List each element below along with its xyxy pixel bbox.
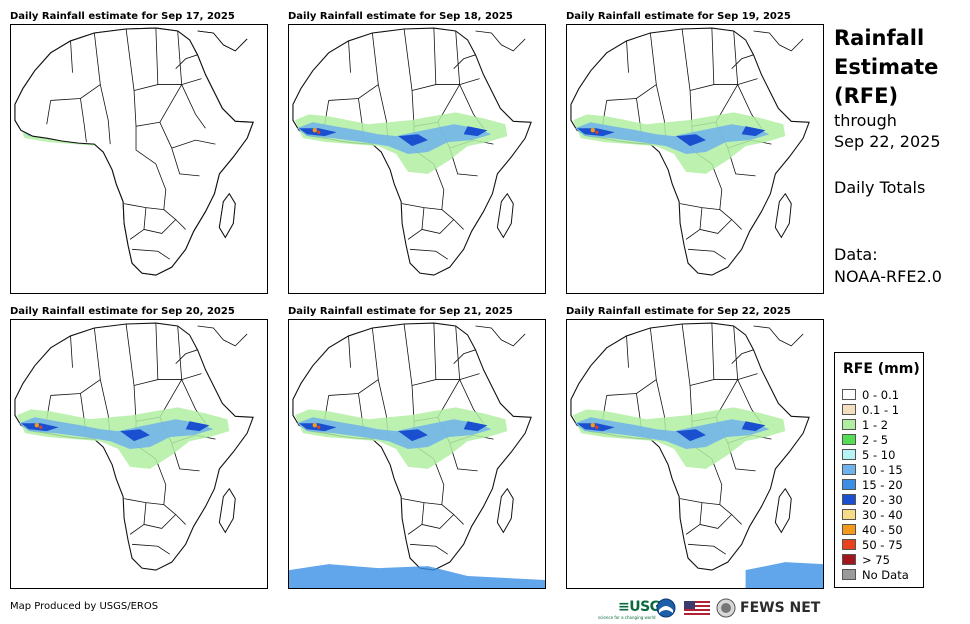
- map-credit: Map Produced by USGS/EROS: [10, 601, 159, 612]
- legend-label: No Data: [862, 568, 909, 582]
- legend-swatch: [842, 554, 856, 565]
- rainfall-map: [288, 319, 546, 589]
- legend-swatch: [842, 479, 856, 490]
- legend-item: 20 - 30: [842, 493, 909, 508]
- legend-item: 0.1 - 1: [842, 403, 909, 418]
- legend-swatch: [842, 404, 856, 415]
- us-flag-icon: [684, 601, 710, 617]
- rainfall-map: [10, 24, 268, 294]
- map-panel-sep-19: Daily Rainfall estimate for Sep 19, 2025: [566, 9, 824, 294]
- legend-item: 40 - 50: [842, 523, 909, 538]
- legend-item: 5 - 10: [842, 448, 909, 463]
- rainfall-map: [10, 319, 268, 589]
- legend-swatch: [842, 419, 856, 430]
- legend-item: > 75: [842, 553, 909, 568]
- legend-swatch: [842, 524, 856, 535]
- panel-title: Daily Rainfall estimate for Sep 22, 2025: [566, 306, 791, 317]
- map-panel-sep-17: Daily Rainfall estimate for Sep 17, 2025: [10, 9, 268, 294]
- legend-label: 2 - 5: [862, 433, 889, 447]
- map-panel-sep-21: Daily Rainfall estimate for Sep 21, 2025: [288, 304, 546, 589]
- legend-label: 5 - 10: [862, 448, 896, 462]
- legend-item: 1 - 2: [842, 418, 909, 433]
- legend-swatch: [842, 464, 856, 475]
- legend-item: 15 - 20: [842, 478, 909, 493]
- map-panel-sep-22: Daily Rainfall estimate for Sep 22, 2025: [566, 304, 824, 589]
- data-source: NOAA-RFE2.0: [834, 267, 942, 286]
- rainfall-map: [566, 319, 824, 589]
- rainfall-map: [566, 24, 824, 294]
- usgs-logo: ≡USGS science for a changing world: [598, 598, 671, 620]
- legend-item: 0 - 0.1: [842, 388, 909, 403]
- legend-label: 40 - 50: [862, 523, 903, 537]
- legend-label: 20 - 30: [862, 493, 903, 507]
- map-panel-sep-18: Daily Rainfall estimate for Sep 18, 2025: [288, 9, 546, 294]
- map-panel-sep-20: Daily Rainfall estimate for Sep 20, 2025: [10, 304, 268, 589]
- legend-item: 50 - 75: [842, 538, 909, 553]
- legend-label: 0.1 - 1: [862, 403, 900, 417]
- title-line-2: Estimate: [834, 55, 939, 79]
- title-line-3: (RFE): [834, 84, 899, 108]
- legend-label: 0 - 0.1: [862, 388, 900, 402]
- legend-swatch: [842, 389, 856, 400]
- legend-swatch: [842, 509, 856, 520]
- legend-label: 15 - 20: [862, 478, 903, 492]
- legend-label: > 75: [862, 553, 890, 567]
- data-label: Data:: [834, 245, 878, 264]
- legend-swatch: [842, 494, 856, 505]
- legend-item: 30 - 40: [842, 508, 909, 523]
- usaid-seal-icon: [716, 598, 736, 618]
- legend-title: RFE (mm): [843, 361, 920, 377]
- noaa-logo-icon: [656, 598, 676, 618]
- title-line-1: Rainfall: [834, 26, 925, 50]
- through-label: through: [834, 111, 897, 130]
- legend-label: 30 - 40: [862, 508, 903, 522]
- panel-title: Daily Rainfall estimate for Sep 17, 2025: [10, 11, 235, 22]
- legend-swatch: [842, 449, 856, 460]
- legend-item: No Data: [842, 568, 909, 583]
- usgs-tagline: science for a changing world: [598, 615, 656, 620]
- through-date: Sep 22, 2025: [834, 132, 941, 151]
- legend-label: 10 - 15: [862, 463, 903, 477]
- legend-item: 2 - 5: [842, 433, 909, 448]
- legend-swatch: [842, 539, 856, 550]
- panel-title: Daily Rainfall estimate for Sep 20, 2025: [10, 306, 235, 317]
- panel-title: Daily Rainfall estimate for Sep 19, 2025: [566, 11, 791, 22]
- fews-net-wordmark: FEWS NET: [740, 600, 821, 616]
- rainfall-map: [288, 24, 546, 294]
- legend-swatch: [842, 569, 856, 580]
- legend-label: 1 - 2: [862, 418, 889, 432]
- legend-label: 50 - 75: [862, 538, 903, 552]
- legend-swatch: [842, 434, 856, 445]
- panel-title: Daily Rainfall estimate for Sep 18, 2025: [288, 11, 513, 22]
- totals-label: Daily Totals: [834, 178, 926, 197]
- panel-title: Daily Rainfall estimate for Sep 21, 2025: [288, 306, 513, 317]
- legend-item: 10 - 15: [842, 463, 909, 478]
- rfe-title: Rainfall Estimate (RFE): [834, 24, 964, 111]
